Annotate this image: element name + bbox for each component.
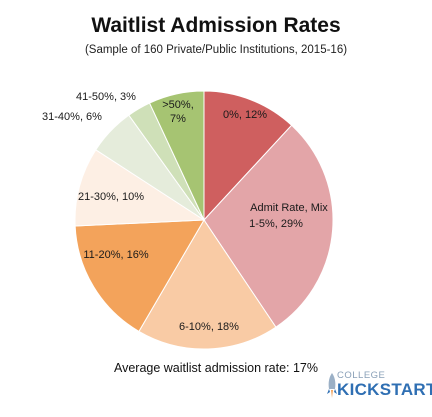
college-kickstart-logo: COLLEGE KICKSTART: [326, 370, 432, 400]
pie-slice-0-: [203, 90, 293, 222]
slice-label-0-: 0%, 12%: [223, 109, 267, 121]
pie-slice-21-30-: [74, 149, 206, 227]
slice-label-21-30-: 21-30%, 10%: [78, 191, 144, 203]
rocket-icon: [327, 373, 337, 398]
slice-label-6-10-: 6-10%, 18%: [179, 321, 239, 333]
slice-label-admit-rate-mix: Admit Rate, Mix: [250, 202, 328, 214]
pie-slice--50-: [148, 90, 205, 221]
slice-label-gt50: >50%,: [162, 99, 194, 111]
slice-label-gt50-value: 7%: [170, 113, 186, 125]
brand-big-text: KICKSTART: [337, 380, 432, 399]
chart-title: Waitlist Admission Rates: [91, 14, 341, 37]
pie-slice-1-5-: [203, 124, 334, 328]
pie-slice-11-20-: [74, 219, 205, 333]
slice-label-1-5-: 1-5%, 29%: [249, 218, 303, 230]
slice-label-11-20-: 11-20%, 16%: [83, 249, 148, 261]
average-rate-footnote: Average waitlist admission rate: 17%: [113, 361, 319, 375]
chart-subtitle: (Sample of 160 Private/Public Institutio…: [84, 44, 348, 56]
brand-small-text: COLLEGE: [337, 370, 386, 381]
slice-label-41-50-: 41-50%, 3%: [76, 91, 136, 103]
slice-label-31-40-: 31-40%, 6%: [42, 111, 102, 123]
pie-slice-6-10-: [138, 219, 277, 350]
